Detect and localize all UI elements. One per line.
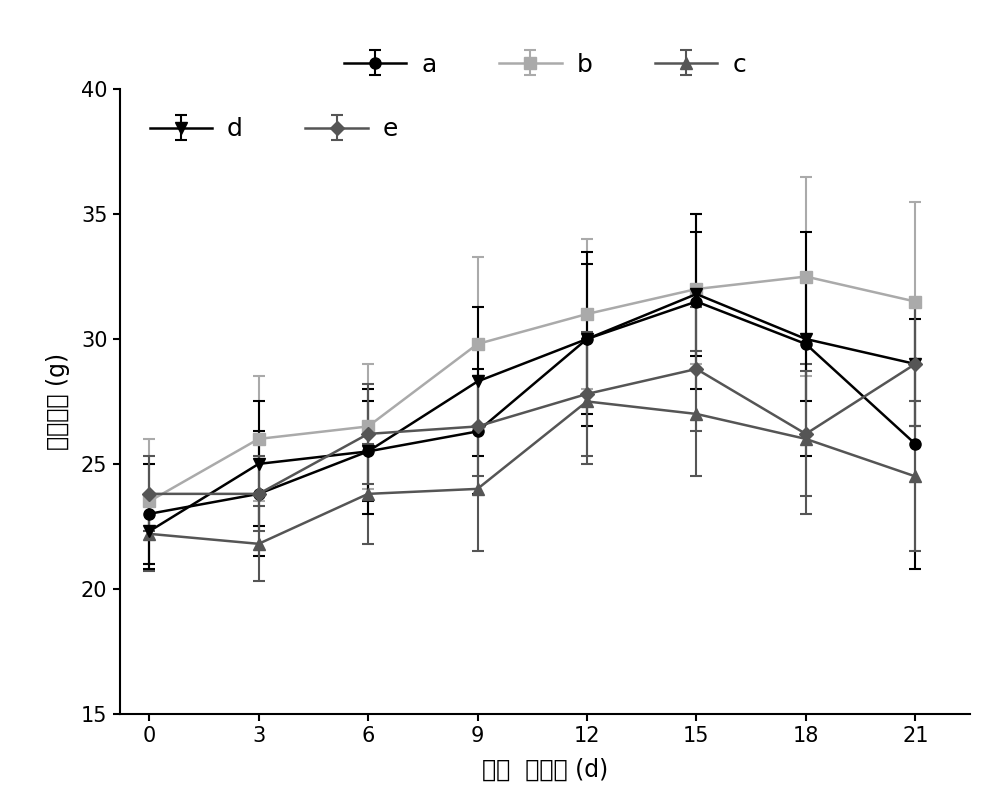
Legend: d, e: d, e xyxy=(150,118,398,141)
X-axis label: 给药  后时间 (d): 给药 后时间 (d) xyxy=(482,757,608,781)
Y-axis label: 小鼠体重 (g): 小鼠体重 (g) xyxy=(46,353,70,450)
